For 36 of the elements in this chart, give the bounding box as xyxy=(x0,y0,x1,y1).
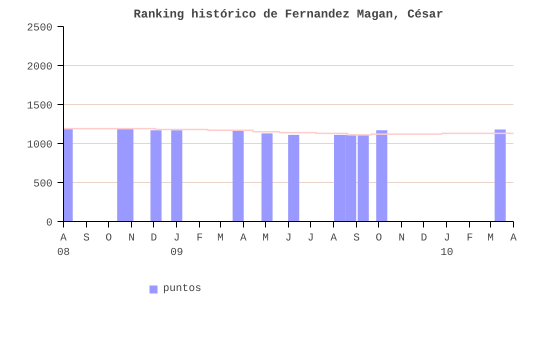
bar xyxy=(494,129,506,222)
x-tick-label: M xyxy=(217,232,224,244)
x-tick-label: S xyxy=(353,232,360,244)
y-tick-label: 2500 xyxy=(26,22,53,34)
x-tick-label: O xyxy=(105,232,112,244)
x-tick-label: F xyxy=(196,232,203,244)
x-tick-label: F xyxy=(466,232,474,244)
bar xyxy=(150,130,162,222)
y-tick-label: 1000 xyxy=(26,140,53,152)
bar xyxy=(376,130,388,222)
legend-label: puntos xyxy=(163,283,202,295)
x-tick-label: J 10 xyxy=(440,232,454,259)
x-tick-label: D xyxy=(420,232,428,244)
y-tick-label: 2000 xyxy=(26,62,53,74)
y-tick-label: 500 xyxy=(33,178,53,190)
bar xyxy=(261,133,273,222)
x-tick-label: A xyxy=(330,232,338,244)
x-tick-label: M xyxy=(262,232,269,244)
x-tick-label: A 08 xyxy=(57,232,70,259)
x-tick-label: A xyxy=(240,232,248,244)
x-tick-label: S xyxy=(83,232,90,244)
bar xyxy=(232,130,244,222)
x-tick-label: J xyxy=(285,232,292,244)
x-tick-label: J 09 xyxy=(170,232,184,259)
x-tick-label: N xyxy=(398,232,405,244)
bar xyxy=(171,130,182,222)
chart-title: Ranking histórico de Fernandez Magan, César xyxy=(134,8,444,22)
x-tick-label: J xyxy=(308,232,314,244)
x-tick-label: A xyxy=(510,232,518,244)
x-tick-label: D xyxy=(150,232,158,244)
x-tick-label: M xyxy=(487,232,494,244)
y-tick-label: 1500 xyxy=(26,100,53,112)
x-tick-label: N xyxy=(128,232,135,244)
x-tick-label: O xyxy=(376,232,382,244)
bar xyxy=(288,134,300,222)
y-tick-label: 0 xyxy=(46,218,53,230)
